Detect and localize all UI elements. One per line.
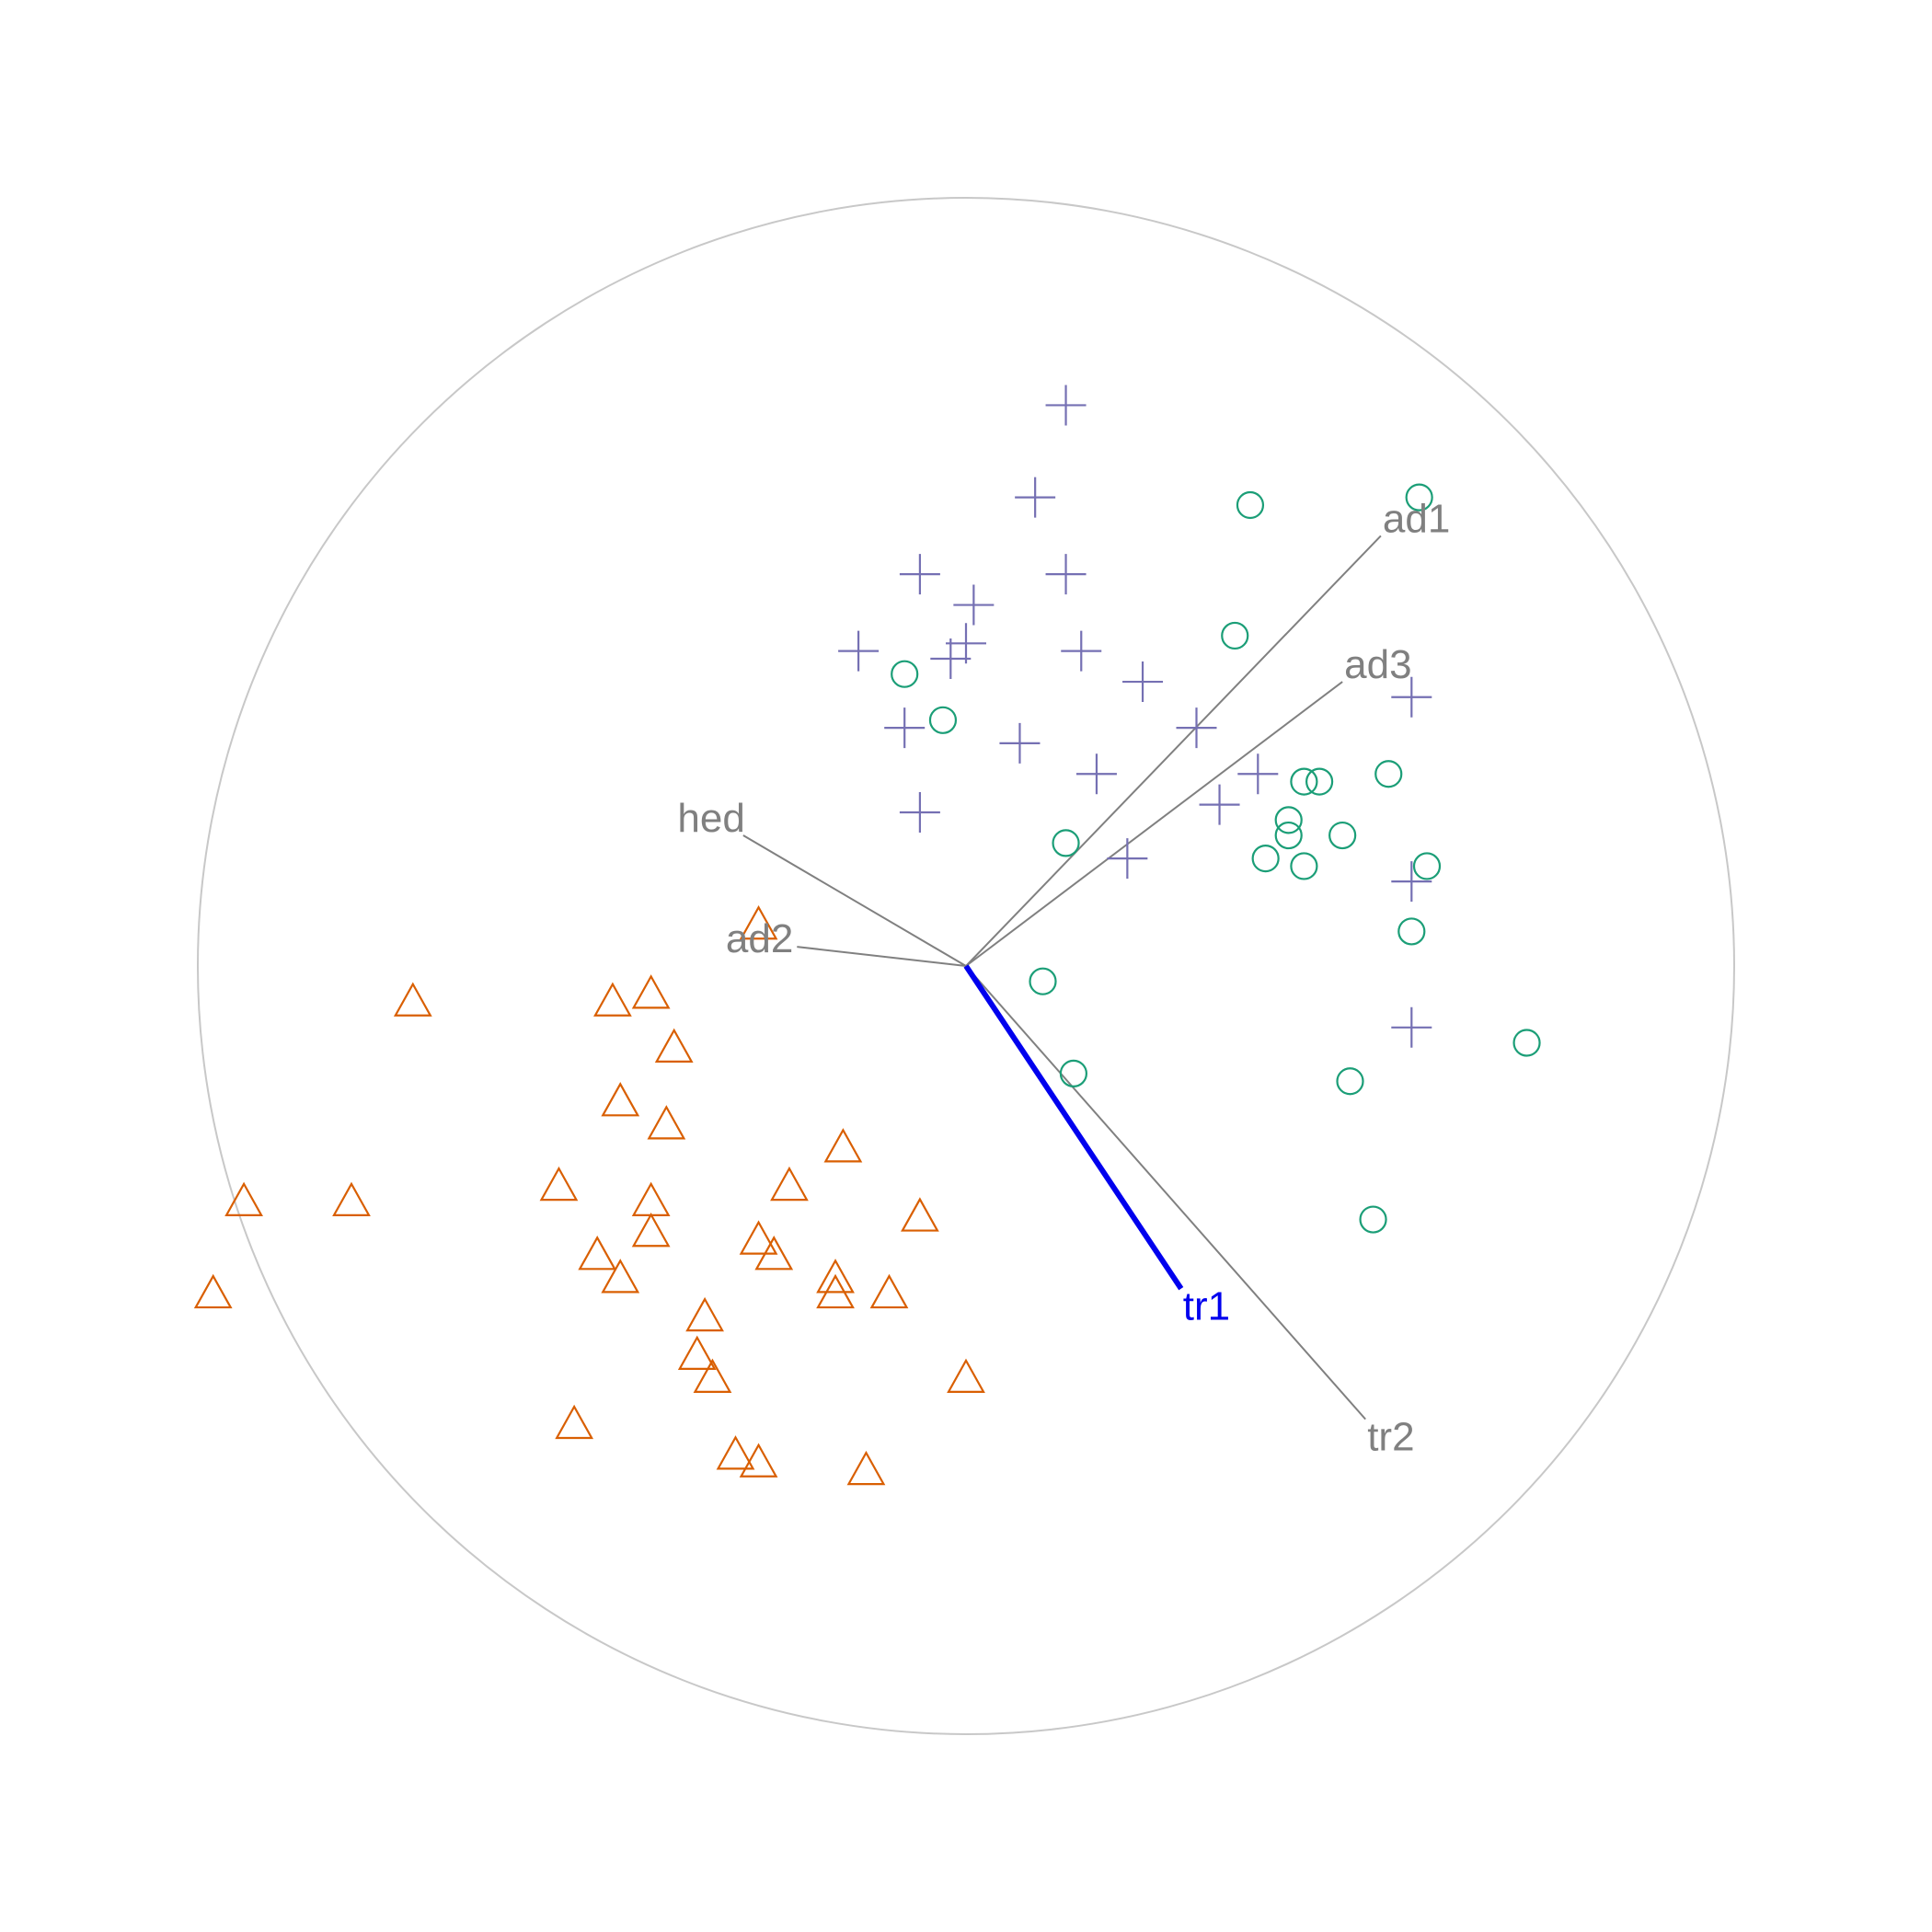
point-plus-2 — [899, 554, 940, 595]
point-circle-8 — [1274, 806, 1303, 834]
point-plus-13 — [1075, 753, 1117, 795]
point-triangle-27 — [555, 1404, 594, 1440]
point-circle-6 — [1305, 767, 1334, 796]
point-triangle-0 — [739, 904, 778, 940]
axis-line-ad3 — [965, 681, 1343, 967]
labels-layer: ad1 ad3 hed ad2 tr1 tr2 — [677, 496, 1450, 1459]
point-circle-18 — [1059, 1059, 1088, 1088]
point-plus-0 — [1045, 385, 1087, 426]
point-triangle-22 — [869, 1273, 909, 1309]
point-triangle-23 — [685, 1296, 724, 1332]
point-triangle-9 — [332, 1181, 371, 1216]
point-triangle-16 — [754, 1236, 794, 1271]
axis-line-ad2 — [797, 946, 967, 967]
point-triangle-20 — [193, 1273, 233, 1309]
point-triangle-3 — [631, 974, 671, 1009]
point-triangle-4 — [654, 1028, 694, 1063]
point-triangle-15 — [739, 1220, 778, 1255]
axis-line-hed — [742, 834, 967, 967]
point-triangle-14 — [631, 1212, 671, 1248]
point-plus-6 — [930, 638, 972, 679]
point-triangle-21 — [816, 1273, 855, 1309]
point-triangle-13 — [901, 1197, 939, 1232]
point-circle-11 — [1052, 829, 1080, 857]
unit-circle — [197, 197, 1735, 1735]
point-triangle-19 — [816, 1259, 855, 1294]
point-plus-18 — [1391, 676, 1432, 718]
point-plus-15 — [1199, 784, 1240, 825]
axis-label-tr1: tr1 — [1183, 1284, 1230, 1329]
point-triangle-28 — [716, 1435, 755, 1470]
point-triangle-25 — [693, 1358, 732, 1393]
point-plus-19 — [1391, 861, 1432, 903]
point-circle-4 — [928, 706, 958, 734]
point-circle-9 — [1274, 821, 1303, 850]
point-triangle-18 — [601, 1259, 640, 1294]
axis-label-hed: hed — [677, 796, 744, 841]
point-plus-20 — [1391, 1006, 1432, 1048]
point-plus-7 — [838, 630, 880, 672]
point-circle-10 — [1328, 821, 1357, 850]
point-triangle-17 — [578, 1236, 617, 1271]
point-circle-17 — [1512, 1029, 1541, 1057]
axis-label-ad1: ad1 — [1383, 496, 1450, 541]
point-circle-0 — [1236, 490, 1265, 520]
point-circle-1 — [1405, 483, 1433, 512]
point-circle-13 — [1290, 852, 1318, 880]
point-plus-16 — [899, 792, 940, 833]
axis-label-tr2: tr2 — [1367, 1415, 1414, 1460]
axis-label-ad3: ad3 — [1344, 642, 1411, 687]
point-circle-2 — [1221, 621, 1249, 650]
point-circle-14 — [1412, 852, 1442, 880]
point-plus-17 — [1107, 838, 1148, 880]
point-plus-14 — [1237, 753, 1279, 795]
point-triangle-7 — [823, 1128, 863, 1163]
point-triangle-1 — [393, 982, 432, 1017]
point-plus-8 — [1061, 630, 1102, 672]
point-plus-10 — [884, 707, 926, 749]
point-circle-16 — [1029, 967, 1057, 995]
point-circle-20 — [1359, 1205, 1387, 1234]
point-triangle-10 — [539, 1166, 579, 1202]
point-triangle-24 — [677, 1335, 717, 1370]
point-circle-7 — [1374, 760, 1403, 788]
point-circle-5 — [1290, 767, 1318, 796]
point-plus-5 — [946, 623, 986, 664]
axis-line-ad1 — [965, 535, 1382, 967]
axis-line-tr2 — [965, 965, 1366, 1420]
point-plus-9 — [1122, 661, 1164, 703]
point-triangle-26 — [947, 1358, 985, 1393]
point-circle-12 — [1251, 844, 1280, 873]
point-triangle-30 — [846, 1450, 886, 1486]
point-plus-4 — [953, 584, 995, 626]
point-triangle-2 — [593, 982, 632, 1017]
points-layer — [193, 385, 1541, 1486]
point-triangle-6 — [647, 1105, 686, 1140]
axis-label-ad2: ad2 — [726, 916, 793, 961]
point-plus-3 — [1045, 554, 1087, 595]
point-triangle-11 — [631, 1181, 671, 1216]
point-circle-19 — [1336, 1067, 1364, 1096]
point-triangle-5 — [601, 1082, 640, 1117]
axis-line-tr1 — [963, 964, 1184, 1291]
axes-layer — [742, 535, 1382, 1420]
point-plus-12 — [1176, 707, 1217, 749]
point-triangle-8 — [224, 1181, 263, 1216]
point-circle-15 — [1397, 917, 1426, 946]
point-plus-11 — [999, 722, 1041, 764]
point-plus-1 — [1015, 477, 1056, 518]
point-triangle-29 — [739, 1443, 778, 1478]
point-circle-3 — [891, 660, 919, 688]
point-triangle-12 — [770, 1166, 809, 1202]
